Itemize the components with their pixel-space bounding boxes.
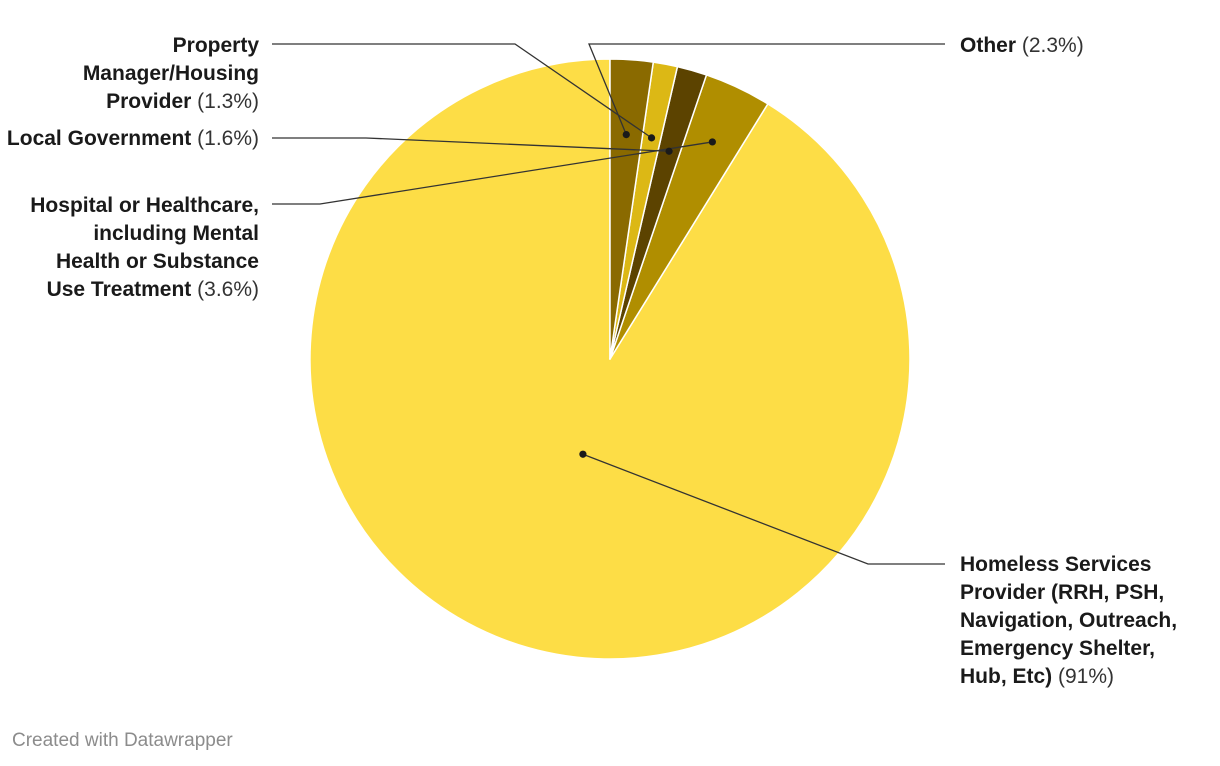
leader-line-3 xyxy=(272,137,670,152)
slice-label-4: Property Manager/Housing Provider (1.3%) xyxy=(83,34,260,113)
leader-line-2 xyxy=(272,141,713,205)
leader-dot-1 xyxy=(579,450,587,458)
leader-line-4 xyxy=(272,43,652,139)
datawrapper-credit: Created with Datawrapper xyxy=(12,730,233,751)
leader-dot-5 xyxy=(622,130,630,139)
slice-label-percent: (3.6%) xyxy=(191,278,259,301)
slice-label-name: including Mental xyxy=(93,222,259,245)
slice-label-5: Other (2.3%) xyxy=(960,34,1084,57)
slice-label-3: Local Government (1.6%) xyxy=(7,127,259,150)
leader-dot-2 xyxy=(708,138,716,146)
leader-dot-4 xyxy=(647,134,656,142)
slice-label-1: Homeless Services Provider (RRH, PSH, Navi… xyxy=(960,553,1177,688)
slice-label-name: Homeless Services xyxy=(960,553,1151,576)
slice-label-percent: (91%) xyxy=(1052,665,1114,688)
leader-line-5 xyxy=(588,43,945,135)
slice-label-name: Hub, Etc) xyxy=(960,665,1052,688)
slice-label-name: Manager/Housing xyxy=(83,62,259,85)
pie-slice-5 xyxy=(609,58,655,360)
slice-label-name: Provider (RRH, PSH, xyxy=(960,581,1164,604)
slice-label-name: Local Government xyxy=(7,127,191,150)
slice-label-percent: (1.3%) xyxy=(191,90,259,113)
slice-label-percent: (1.6%) xyxy=(191,127,259,150)
slice-label-name: Use Treatment xyxy=(47,278,192,301)
slice-label-name: Navigation, Outreach, xyxy=(960,609,1177,632)
slice-label-name: Other xyxy=(960,34,1016,57)
leader-dot-3 xyxy=(665,147,673,155)
slice-label-name: Hospital or Healthcare, xyxy=(30,194,259,217)
slice-label-name: Emergency Shelter, xyxy=(960,637,1155,660)
leader-line-1 xyxy=(582,453,945,565)
slice-label-name: Health or Substance xyxy=(56,250,259,273)
slice-label-percent: (2.3%) xyxy=(1016,34,1084,57)
slice-label-name: Provider xyxy=(106,90,191,113)
slice-label-name: Property xyxy=(173,34,260,57)
slice-label-2: Hospital or Healthcare, including Mental H… xyxy=(30,194,259,301)
